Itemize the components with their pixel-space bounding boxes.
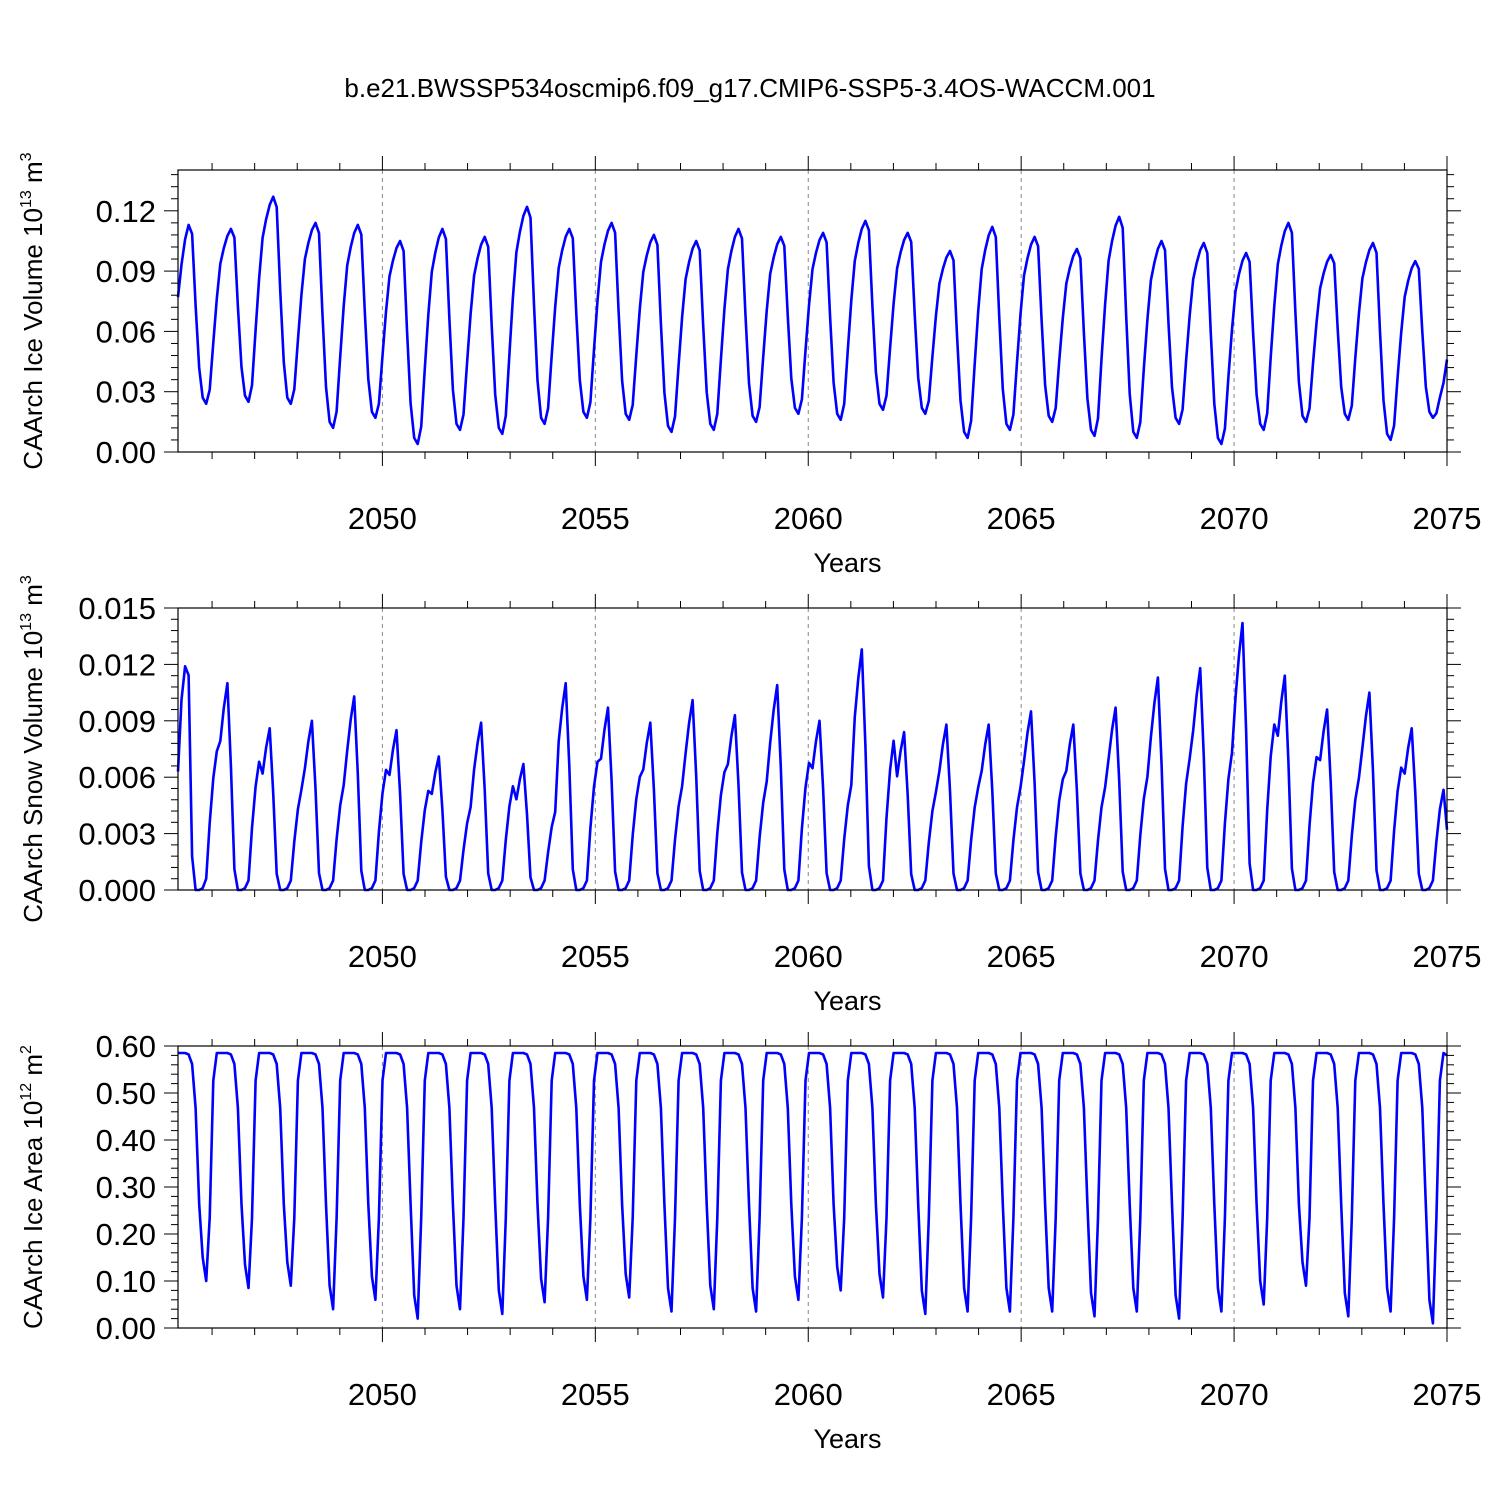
- y-tick-label: 0.03: [96, 375, 156, 410]
- y-tick-label: 0.012: [78, 647, 156, 682]
- y-axis-label-exponent: 13: [18, 613, 35, 631]
- y-tick-label: 0.015: [78, 591, 156, 626]
- x-tick-label: 2070: [1200, 1377, 1269, 1412]
- y-tick-label: 0.12: [96, 194, 156, 229]
- y-axis-label-text: CAArch Snow Volume 10: [18, 631, 48, 923]
- y-axis-label-unit-exponent: 2: [18, 1045, 35, 1054]
- series-line: [176, 621, 1449, 892]
- x-tick-label: 2065: [987, 501, 1056, 536]
- y-axis-label: CAArch Ice Area 1012 m2: [18, 1045, 48, 1329]
- chart-title: b.e21.BWSSP534oscmip6.f09_g17.CMIP6-SSP5…: [344, 73, 1155, 103]
- y-axis-label: CAArch Snow Volume 1013 m3: [18, 575, 48, 923]
- x-axis-label: Years: [813, 1424, 881, 1454]
- x-tick-label: 2070: [1200, 501, 1269, 536]
- x-tick-label: 2060: [774, 1377, 843, 1412]
- series-line: [178, 1051, 1448, 1325]
- y-tick-label: 0.00: [96, 435, 156, 470]
- x-tick-label: 2050: [348, 1377, 417, 1412]
- x-tick-label: 2060: [774, 501, 843, 536]
- y-tick-label: 0.10: [96, 1264, 156, 1299]
- x-tick-label: 2050: [348, 501, 417, 536]
- panel-3: 2050 2055 2060 2065 2070 2075 Years 0.00 0.10 0.2…: [18, 1029, 1481, 1454]
- y-axis-label-text: CAArch Ice Area 10: [18, 1101, 48, 1329]
- plot-frame: [177, 607, 1448, 891]
- y-axis-label: CAArch Ice Volume 1013 m3: [18, 152, 48, 469]
- y-tick-label: 0.60: [96, 1029, 156, 1064]
- y-tick-label: 0.30: [96, 1170, 156, 1205]
- y-axis-label-unit: m: [18, 161, 48, 190]
- series-line: [176, 195, 1449, 446]
- x-tick-label: 2070: [1200, 939, 1269, 974]
- x-tick-label: 2055: [561, 939, 630, 974]
- x-tick-label: 2075: [1413, 939, 1482, 974]
- y-tick-label: 0.009: [78, 704, 156, 739]
- y-axis-label-unit-exponent: 3: [18, 575, 35, 584]
- y-tick-label: 0.09: [96, 254, 156, 289]
- y-tick-label: 0.20: [96, 1217, 156, 1252]
- plot-frame: [177, 169, 1448, 453]
- y-tick-label: 0.003: [78, 817, 156, 852]
- panel-2: 2050 2055 2060 2065 2070 2075 Years 0.000 0.003 0…: [18, 575, 1481, 1016]
- y-tick-label: 0.006: [78, 760, 156, 795]
- panel-1: 2050 2055 2060 2065 2070 2075 Years 0.00 0.03 0.0…: [18, 152, 1481, 578]
- y-axis-label-exponent: 12: [18, 1083, 35, 1101]
- y-tick-label: 0.000: [78, 873, 156, 908]
- x-tick-label: 2055: [561, 501, 630, 536]
- x-tick-label: 2065: [987, 1377, 1056, 1412]
- y-axis-label-unit: m: [18, 584, 48, 613]
- y-axis-label-unit: m: [18, 1054, 48, 1083]
- x-tick-label: 2065: [987, 939, 1056, 974]
- x-axis-label: Years: [813, 986, 881, 1016]
- y-axis-label-exponent: 13: [18, 190, 35, 208]
- x-tick-label: 2050: [348, 939, 417, 974]
- y-tick-label: 0.40: [96, 1123, 156, 1158]
- x-tick-label: 2075: [1413, 501, 1482, 536]
- y-tick-label: 0.50: [96, 1076, 156, 1111]
- y-tick-label: 0.00: [96, 1311, 156, 1346]
- y-axis-label-unit-exponent: 3: [18, 152, 35, 161]
- x-tick-label: 2060: [774, 939, 843, 974]
- x-tick-label: 2075: [1413, 1377, 1482, 1412]
- y-tick-label: 0.06: [96, 314, 156, 349]
- x-axis-label: Years: [813, 548, 881, 578]
- x-tick-label: 2055: [561, 1377, 630, 1412]
- y-axis-label-text: CAArch Ice Volume 10: [18, 208, 48, 470]
